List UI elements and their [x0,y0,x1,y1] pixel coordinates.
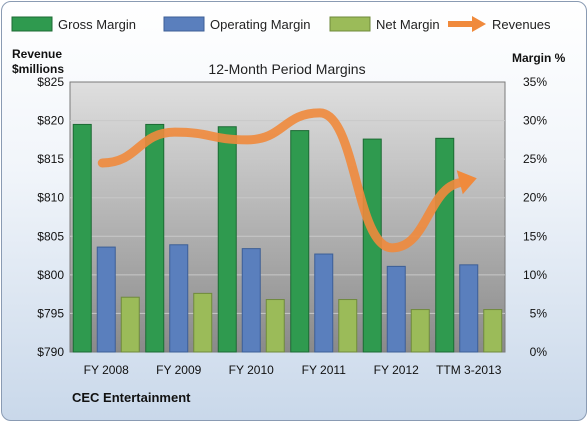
right-tick-label: 10% [523,268,547,282]
right-axis-label: Margin % [512,51,566,65]
left-axis-label-line2: $millions [12,62,64,76]
bar-series [72,123,503,353]
legend: Gross Margin Operating Margin Net Margin… [11,16,551,32]
gridlines [70,120,505,314]
legend-swatch-operating-margin [163,16,205,32]
legend-label-gross-margin: Gross Margin [58,17,136,32]
legend-swatch-revenues [448,16,486,32]
right-tick-label: 15% [523,229,547,243]
gross-margin-bar [72,123,92,353]
net-margin-bar [410,309,430,353]
category-label: FY 2011 [302,363,347,377]
legend-swatch-gross-margin [11,16,53,32]
right-tick-label: 35% [523,75,547,89]
gross-margin-bar [145,123,165,353]
operating-margin-bar [459,264,479,353]
category-labels: FY 2008 FY 2009 FY 2010 FY 2011 FY 2012 TTM 3… [84,363,502,377]
category-label: TTM 3-2013 [436,363,502,377]
left-tick-label: $825 [37,75,64,89]
right-tick-label: 30% [523,114,547,128]
operating-margin-bar [96,246,116,353]
right-tick-label: 5% [530,306,548,320]
revenue-line-path [97,108,470,253]
operating-margin-bar [241,248,261,353]
left-tick-label: $800 [37,268,64,282]
net-margin-bar [483,309,503,353]
net-margin-bar [265,299,285,353]
left-tick-label: $795 [37,306,64,320]
revenue-line [97,108,477,253]
gross-margin-bar [290,130,310,353]
gross-margin-bar [217,126,237,353]
right-axis-ticks: 0% 5% 10% 15% 20% 25% 30% 35% [523,75,547,359]
right-tick-label: 0% [530,345,548,359]
net-margin-bar [338,299,358,353]
left-tick-label: $805 [37,229,64,243]
category-label: FY 2012 [374,363,419,377]
gross-margin-bar [435,137,455,353]
left-tick-label: $810 [37,191,64,205]
left-axis-label-line1: Revenue [12,47,62,61]
operating-margin-bar [386,265,406,353]
left-tick-label: $815 [37,152,64,166]
net-margin-bar [120,296,140,353]
left-axis-ticks: $790 $795 $800 $805 $810 $815 $820 $825 [37,75,64,359]
left-tick-label: $790 [37,345,64,359]
company-name: CEC Entertainment [72,390,191,405]
legend-swatch-net-margin [329,16,371,32]
legend-label-net-margin: Net Margin [376,17,440,32]
legend-label-revenues: Revenues [492,17,551,32]
chart-title: 12-Month Period Margins [208,61,365,77]
right-tick-label: 25% [523,152,547,166]
left-tick-label: $820 [37,114,64,128]
right-tick-label: 20% [523,191,547,205]
net-margin-bar [193,292,213,353]
operating-margin-bar [169,244,189,353]
operating-margin-bar [314,253,334,353]
category-label: FY 2010 [229,363,274,377]
category-label: FY 2009 [156,363,201,377]
legend-label-operating-margin: Operating Margin [210,17,310,32]
revenue-arrowhead [456,170,477,195]
category-label: FY 2008 [84,363,129,377]
